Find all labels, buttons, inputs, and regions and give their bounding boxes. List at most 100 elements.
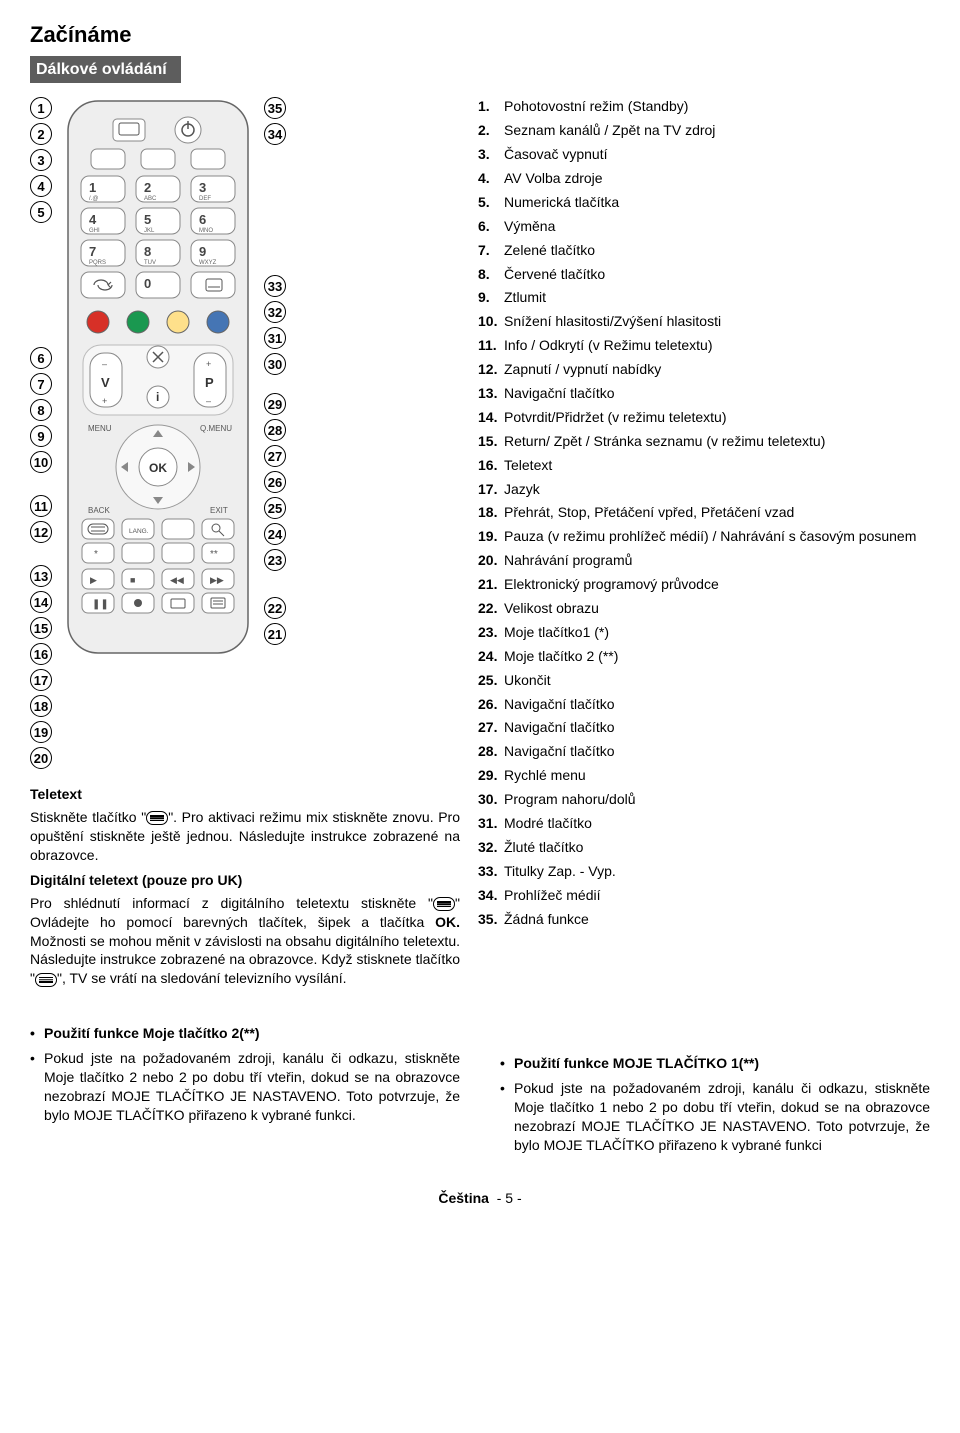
- svg-text:i: i: [156, 390, 159, 404]
- callout-25: 25: [264, 497, 286, 519]
- svg-text:/.@: /.@: [89, 196, 98, 202]
- svg-text:**: **: [210, 549, 218, 560]
- mybutton1-block: Použití funkce MOJE TLAČÍTKO 1(**) Pokud…: [500, 1054, 930, 1154]
- callout-22: 22: [264, 597, 286, 619]
- callout-26: 26: [264, 471, 286, 493]
- callout-34: 34: [264, 123, 286, 145]
- callout-35: 35: [264, 97, 286, 119]
- svg-text:WXYZ: WXYZ: [199, 260, 217, 266]
- legend-item-4: 4.AV Volba zdroje: [478, 169, 930, 188]
- svg-text:BACK: BACK: [88, 506, 110, 515]
- svg-text:ABC: ABC: [144, 196, 157, 202]
- svg-text:◀◀: ◀◀: [170, 575, 184, 585]
- legend-item-16: 16.Teletext: [478, 456, 930, 475]
- svg-text:8: 8: [144, 244, 151, 259]
- legend-list: 1.Pohotovostní režim (Standby)2.Seznam k…: [478, 97, 930, 928]
- legend-item-9: 9.Ztlumit: [478, 288, 930, 307]
- svg-text:5: 5: [144, 212, 151, 227]
- callout-3: 3: [30, 149, 52, 171]
- legend-item-14: 14.Potvrdit/Přidržet (v režimu teletextu…: [478, 408, 930, 427]
- mybutton2-block: Použití funkce Moje tlačítko 2(**) Pokud…: [30, 1024, 460, 1124]
- svg-text:DEF: DEF: [199, 196, 211, 202]
- callout-9: 9: [30, 425, 52, 447]
- callout-23: 23: [264, 549, 286, 571]
- svg-text:V: V: [101, 375, 110, 390]
- mybutton1-lead: Použití funkce MOJE TLAČÍTKO 1(**): [500, 1054, 930, 1073]
- legend-item-10: 10.Snížení hlasitosti/Zvýšení hlasitosti: [478, 312, 930, 331]
- svg-text:MNO: MNO: [199, 228, 213, 234]
- callout-12: 12: [30, 521, 52, 543]
- svg-text:1: 1: [89, 180, 96, 195]
- teletext-icon: [146, 811, 168, 825]
- digital-teletext-heading: Digitální teletext (pouze pro UK): [30, 871, 460, 890]
- svg-text:0: 0: [144, 276, 151, 291]
- legend-item-28: 28.Navigační tlačítko: [478, 742, 930, 761]
- legend-item-12: 12.Zapnutí / vypnutí nabídky: [478, 360, 930, 379]
- remote-svg: 1/.@2ABC3DEF4GHI5JKL6MNO7PQRS8TUV9WXYZ0–…: [58, 97, 258, 662]
- legend-item-27: 27.Navigační tlačítko: [478, 718, 930, 737]
- callout-32: 32: [264, 301, 286, 323]
- footer: Čeština - 5 -: [30, 1189, 930, 1208]
- svg-text:4: 4: [89, 212, 97, 227]
- legend-item-23: 23.Moje tlačítko1 (*): [478, 623, 930, 642]
- page-title: Začínáme: [30, 20, 930, 50]
- legend-item-34: 34.Prohlížeč médií: [478, 886, 930, 905]
- teletext-p2: Pro shlédnutí informací z digitálního te…: [30, 894, 460, 988]
- legend-item-8: 8.Červené tlačítko: [478, 265, 930, 284]
- callout-11: 11: [30, 495, 52, 517]
- legend-item-3: 3.Časovač vypnutí: [478, 145, 930, 164]
- callout-24: 24: [264, 523, 286, 545]
- legend-item-22: 22.Velikost obrazu: [478, 599, 930, 618]
- svg-text:9: 9: [199, 244, 206, 259]
- legend-item-7: 7.Zelené tlačítko: [478, 241, 930, 260]
- t1a: Stiskněte tlačítko ": [30, 809, 146, 825]
- legend-item-11: 11.Info / Odkrytí (v Režimu teletextu): [478, 336, 930, 355]
- svg-text:3: 3: [199, 180, 206, 195]
- t2c: OK.: [435, 914, 460, 930]
- legend-item-31: 31.Modré tlačítko: [478, 814, 930, 833]
- callout-28: 28: [264, 419, 286, 441]
- callout-5: 5: [30, 201, 52, 223]
- callout-31: 31: [264, 327, 286, 349]
- mybutton2-lead: Použití funkce Moje tlačítko 2(**): [30, 1024, 460, 1043]
- svg-text:+: +: [102, 396, 107, 406]
- callouts-left: 1234567891011121314151617181920: [30, 97, 52, 769]
- callout-29: 29: [264, 393, 286, 415]
- legend-item-5: 5.Numerická tlačítka: [478, 193, 930, 212]
- legend-item-24: 24.Moje tlačítko 2 (**): [478, 647, 930, 666]
- callout-2: 2: [30, 123, 52, 145]
- callouts-right: 3534 33323130292827262524232221: [264, 97, 286, 649]
- svg-text:PQRS: PQRS: [89, 260, 106, 266]
- callout-6: 6: [30, 347, 52, 369]
- svg-text:OK: OK: [149, 461, 167, 475]
- legend-item-15: 15.Return/ Zpět / Stránka seznamu (v rež…: [478, 432, 930, 451]
- callout-33: 33: [264, 275, 286, 297]
- callout-17: 17: [30, 669, 52, 691]
- legend-item-29: 29.Rychlé menu: [478, 766, 930, 785]
- svg-text:2: 2: [144, 180, 151, 195]
- callout-20: 20: [30, 747, 52, 769]
- svg-text:7: 7: [89, 244, 96, 259]
- teletext-p1: Stiskněte tlačítko "". Pro aktivaci reži…: [30, 808, 460, 865]
- teletext-heading: Teletext: [30, 785, 460, 804]
- subtitle-bar: Dálkové ovládání: [30, 56, 181, 84]
- legend-item-2: 2.Seznam kanálů / Zpět na TV zdroj: [478, 121, 930, 140]
- legend-item-21: 21.Elektronický programový průvodce: [478, 575, 930, 594]
- teletext-icon: [433, 897, 455, 911]
- legend-item-17: 17.Jazyk: [478, 480, 930, 499]
- svg-text:EXIT: EXIT: [210, 506, 228, 515]
- legend-item-20: 20.Nahrávání programů: [478, 551, 930, 570]
- legend-item-35: 35.Žádná funkce: [478, 910, 930, 929]
- footer-page: - 5 -: [497, 1190, 522, 1206]
- legend-item-32: 32.Žluté tlačítko: [478, 838, 930, 857]
- svg-text:GHI: GHI: [89, 228, 100, 234]
- svg-text:LANG.: LANG.: [129, 528, 149, 535]
- svg-text:MENU: MENU: [88, 424, 112, 433]
- svg-text:Q.MENU: Q.MENU: [200, 424, 232, 433]
- footer-lang: Čeština: [438, 1190, 489, 1206]
- svg-text:TUV: TUV: [144, 260, 156, 266]
- legend-item-19: 19.Pauza (v režimu prohlížeč médií) / Na…: [478, 527, 930, 546]
- legend-item-6: 6.Výměna: [478, 217, 930, 236]
- svg-text:+: +: [206, 359, 211, 369]
- callout-27: 27: [264, 445, 286, 467]
